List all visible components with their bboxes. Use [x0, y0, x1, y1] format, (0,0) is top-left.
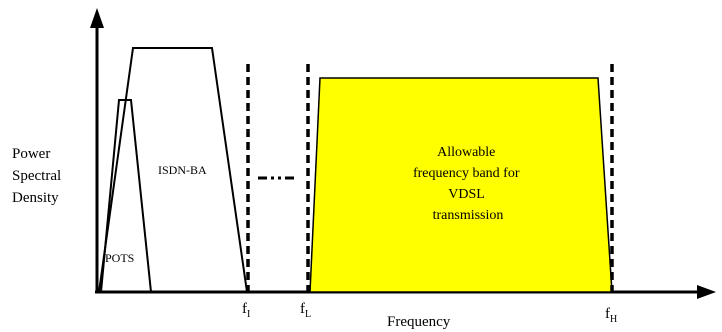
isdn-band-outline	[98, 47, 248, 293]
x-axis-title: Frequency	[387, 314, 451, 330]
pots-band-outline	[100, 99, 152, 293]
freq-marker-sub: L	[305, 309, 311, 320]
freq-marker-fi: fI	[242, 301, 250, 320]
freq-marker-sub: I	[247, 309, 250, 320]
vdsl-band-label: Allowable frequency band for VDSL transm…	[413, 145, 523, 223]
y-axis-title-line: Density	[12, 190, 59, 206]
y-axis-title-line: Power	[12, 146, 50, 162]
vdsl-band-label-line: VDSL	[448, 187, 484, 202]
y-axis-title: Power Spectral Density	[12, 146, 65, 206]
vdsl-band-label-line: frequency band for	[413, 166, 520, 181]
freq-marker-base: f	[242, 301, 247, 317]
freq-marker-sub: H	[610, 314, 617, 325]
vdsl-band	[309, 77, 613, 293]
freq-marker-base: f	[300, 301, 305, 317]
y-axis-arrow	[90, 8, 104, 28]
freq-marker-fl: fL	[300, 301, 311, 320]
freq-marker-base: f	[605, 306, 610, 322]
freq-marker-fh: fH	[605, 306, 617, 325]
x-axis-arrow	[697, 285, 716, 299]
y-axis-title-line: Spectral	[12, 168, 61, 184]
pots-label: POTS	[105, 251, 134, 265]
vdsl-band-label-line: Allowable	[437, 145, 495, 160]
vdsl-band-label-line: transmission	[433, 208, 504, 223]
isdn-label: ISDN-BA	[158, 163, 207, 177]
